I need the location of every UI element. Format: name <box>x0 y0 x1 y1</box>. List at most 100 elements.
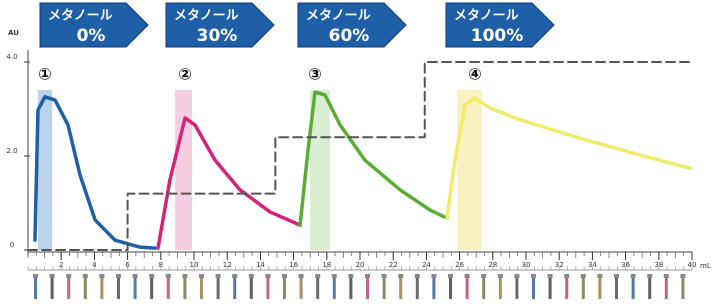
tube-cap <box>33 274 38 278</box>
y-tick-label: 4.0 <box>6 53 17 61</box>
banner-label: メタノール <box>306 9 371 24</box>
tube <box>100 277 103 299</box>
tube <box>283 277 286 299</box>
tube <box>598 277 601 299</box>
tube-cap <box>680 274 685 278</box>
x-tick-label: 26 <box>455 261 464 269</box>
tube-cap <box>332 274 337 278</box>
tube-cap <box>365 274 370 278</box>
fraction-band <box>457 90 482 250</box>
tube-cap <box>116 274 121 278</box>
x-tick-label: 6 <box>125 261 130 269</box>
tube-cap <box>548 274 553 278</box>
tube-cap <box>133 274 138 278</box>
x-tick-label: 28 <box>488 261 497 269</box>
tube-cap <box>664 274 669 278</box>
peak-number: ④ <box>468 65 482 84</box>
tube-cap <box>382 274 387 278</box>
chart: AU mL 2468101214161820222426283032343638… <box>0 0 713 304</box>
tube <box>482 277 485 299</box>
x-tick-label: 24 <box>422 261 431 269</box>
y-tick-label: 2.0 <box>6 147 17 155</box>
x-tick-label: 32 <box>555 261 564 269</box>
x-tick-label: 2 <box>59 261 63 269</box>
x-tick-label: 10 <box>190 261 199 269</box>
x-axis-label: mL <box>700 262 711 270</box>
tube <box>134 277 137 299</box>
x-tick-label: 12 <box>223 261 232 269</box>
tube <box>449 277 452 299</box>
tube <box>183 277 186 299</box>
tube-cap <box>282 274 287 278</box>
tube-cap <box>481 274 486 278</box>
tube-cap <box>232 274 237 278</box>
tube-cap <box>531 274 536 278</box>
tube-cap <box>315 274 320 278</box>
peak-number: ① <box>38 65 52 84</box>
tube-cap <box>431 274 436 278</box>
tube <box>366 277 369 299</box>
tube-cap <box>83 274 88 278</box>
tube <box>515 277 518 299</box>
tube <box>399 277 402 299</box>
tube <box>300 277 303 299</box>
tube <box>51 277 54 299</box>
fraction-band <box>38 90 52 250</box>
peak-number: ③ <box>308 65 322 84</box>
tube <box>200 277 203 299</box>
tube <box>549 277 552 299</box>
tube-cap <box>564 274 569 278</box>
x-tick-label: 22 <box>389 261 398 269</box>
tube <box>333 277 336 299</box>
tube <box>250 277 253 299</box>
tube <box>217 277 220 299</box>
banner-label: メタノール <box>454 9 519 24</box>
banner-percent: 30% <box>197 26 238 46</box>
banner-percent: 60% <box>329 26 370 46</box>
tube-cap <box>265 274 270 278</box>
tube <box>681 277 684 299</box>
tube-cap <box>166 274 171 278</box>
x-tick-label: 36 <box>621 261 630 269</box>
tube <box>67 277 70 299</box>
tube <box>665 277 668 299</box>
x-tick-label: 34 <box>588 261 597 269</box>
tube <box>150 277 153 299</box>
fraction-band <box>175 90 192 250</box>
tube <box>582 277 585 299</box>
tube-cap <box>465 274 470 278</box>
banner-label: メタノール <box>48 9 113 24</box>
peak-line <box>35 97 155 248</box>
tube <box>34 277 37 299</box>
tube <box>499 277 502 299</box>
x-tick-label: 16 <box>289 261 298 269</box>
tube-cap <box>514 274 519 278</box>
tube <box>233 277 236 299</box>
x-tick-label: 38 <box>654 261 663 269</box>
y-tick-label: 0 <box>10 241 14 249</box>
tube-cap <box>348 274 353 278</box>
banner-label: メタノール <box>174 9 239 24</box>
tube-cap <box>182 274 187 278</box>
tube <box>632 277 635 299</box>
tube-cap <box>50 274 55 278</box>
tube <box>432 277 435 299</box>
tube-cap <box>581 274 586 278</box>
peak-number: ② <box>178 65 192 84</box>
banner-percent: 100% <box>471 26 524 46</box>
tube <box>349 277 352 299</box>
tube-cap <box>149 274 154 278</box>
tube <box>466 277 469 299</box>
tube <box>648 277 651 299</box>
tube <box>266 277 269 299</box>
tube <box>565 277 568 299</box>
tube-cap <box>647 274 652 278</box>
x-tick-label: 14 <box>256 261 265 269</box>
tube <box>532 277 535 299</box>
tube-cap <box>199 274 204 278</box>
x-tick-label: 8 <box>159 261 163 269</box>
tube-cap <box>66 274 71 278</box>
x-tick-label: 40 <box>688 261 697 269</box>
tube-cap <box>415 274 420 278</box>
tube-cap <box>99 274 104 278</box>
